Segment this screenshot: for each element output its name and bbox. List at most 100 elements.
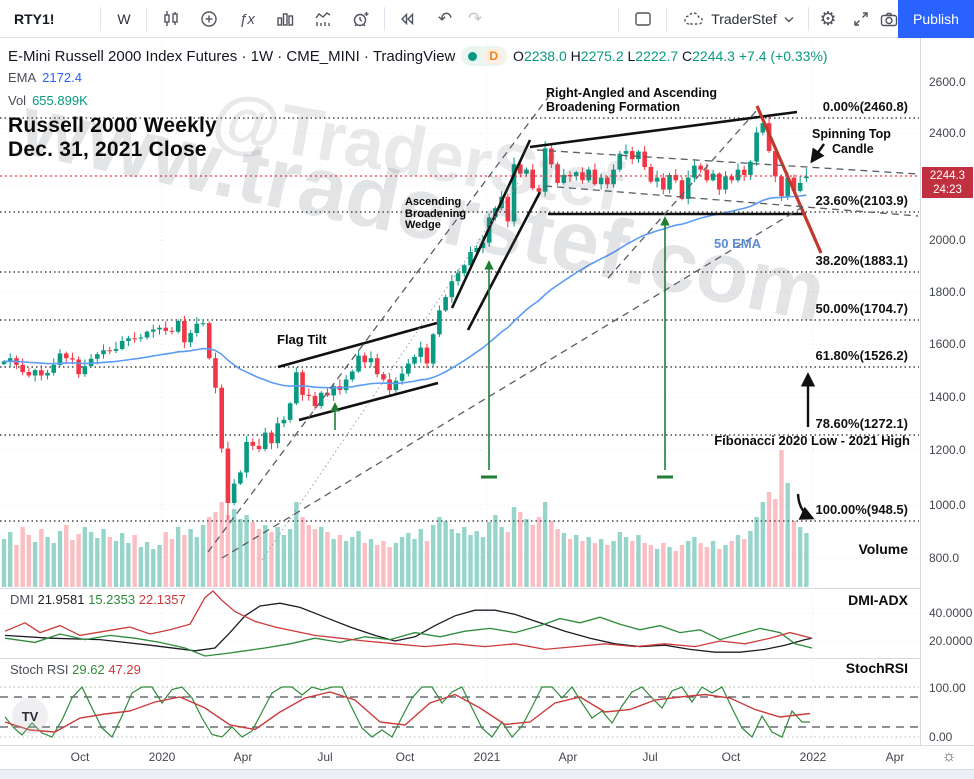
badge-price: 2244.3 [929, 170, 966, 182]
indicators-button[interactable]: ƒx [228, 0, 266, 38]
account-menu[interactable]: TraderStef [674, 0, 804, 38]
dashed-trend-line [544, 185, 919, 217]
trend-line [298, 381, 439, 422]
time-axis-label: Oct [395, 750, 415, 764]
trend-line [450, 139, 532, 309]
symbol-label: RTY1! [14, 11, 55, 27]
price-axis-label: 20.0000 [929, 634, 973, 648]
dmi-readout[interactable]: DMI 21.9581 15.2353 22.1357 [10, 592, 186, 607]
price-axis[interactable]: 2600.0 2400.0 2000.0 1800.0 1600.0 1400.0 1200… [921, 38, 974, 745]
fib-level-label[interactable]: 78.60%(1272.1) [815, 416, 908, 431]
stoch-pane-label: StochRSI [845, 660, 908, 676]
price-axis-label: 1000.0 [929, 498, 966, 512]
candles-icon [164, 11, 178, 26]
time-axis-label: 2021 [473, 750, 501, 764]
fib-level-label[interactable]: 23.60%(2103.9) [815, 193, 908, 208]
time-axis-label: 2022 [799, 750, 827, 764]
ema-line [3, 194, 807, 389]
chart-title-line2: Dec. 31, 2021 Close [8, 138, 207, 161]
fib-level-label[interactable]: 100.00%(948.5) [815, 502, 908, 517]
toolbar-separator [100, 7, 101, 31]
volume-bars-layer [1, 450, 809, 587]
pane-separator[interactable] [0, 658, 974, 659]
open-value: 2238.0 [523, 48, 567, 64]
drawings-layer[interactable] [207, 91, 919, 561]
compare-button[interactable] [190, 0, 228, 38]
stoch-readout[interactable]: Stoch RSI 29.62 47.29 [10, 662, 141, 677]
snapshot-button[interactable] [876, 0, 902, 38]
volume-value: 655.899K [32, 93, 88, 108]
symbol-header: E-Mini Russell 2000 Index Futures · 1W ·… [8, 46, 828, 66]
spinning-top-line2: Candle [832, 142, 874, 156]
fullscreen-button[interactable] [846, 0, 876, 38]
toolbar-separator [618, 7, 619, 31]
tradingview-logo[interactable]: TV [12, 698, 48, 734]
publish-button[interactable]: Publish [898, 0, 974, 38]
stoch-pane-layer [0, 685, 919, 738]
minus-di-value: 22.1357 [138, 592, 186, 607]
chart-canvas[interactable] [0, 38, 920, 745]
trend-line [529, 110, 798, 149]
theme-toggle-button[interactable]: ☼ [934, 746, 964, 768]
red-trend-line [755, 105, 823, 254]
toolbar-separator [146, 7, 147, 31]
time-axis[interactable]: Oct 2020 Apr Jul Oct 2021 Apr Jul Oct 2022 Apr [0, 746, 974, 768]
minus_di-line [4, 590, 813, 651]
price-axis-label: 1400.0 [929, 390, 966, 404]
flag-tilt-label: Flag Tilt [277, 332, 327, 347]
gear-icon: ⚙ [819, 8, 837, 30]
dashed-trend-line [221, 204, 807, 559]
price-axis-label: 1800.0 [929, 285, 966, 299]
symbol-button[interactable]: RTY1! [8, 0, 96, 38]
dmi-label: DMI [10, 592, 34, 607]
dashed-trend-line [207, 91, 553, 553]
interval-label: W [117, 11, 131, 27]
high-value: 2275.2 [580, 48, 624, 64]
chart-style-button[interactable] [152, 0, 190, 38]
price-axis-label: 2600.0 [929, 75, 966, 89]
alert-button[interactable] [342, 0, 380, 38]
templates-button[interactable] [266, 0, 304, 38]
camera-icon [880, 12, 898, 26]
dashed-trend-line [536, 149, 919, 175]
time-axis-border [0, 745, 974, 746]
fib-level-label[interactable]: 38.20%(1883.1) [815, 253, 908, 268]
badge-countdown: 24:23 [933, 184, 962, 196]
dashed-trend-line [607, 109, 758, 279]
ema-readout[interactable]: EMA 2172.4 [8, 70, 82, 85]
fib-level-label[interactable]: 0.00%(2460.8) [822, 99, 908, 114]
wedge-line2: Broadening [405, 207, 467, 220]
cloud-sync-icon [684, 12, 704, 25]
replay-button[interactable] [388, 0, 426, 38]
chart-title-line1: Russell 2000 Weekly [8, 114, 217, 137]
dotted-trend-line [261, 179, 521, 561]
rewind-icon [401, 12, 414, 26]
trend-line [277, 321, 438, 369]
undo-icon: ↶ [437, 9, 453, 28]
market-status-badge[interactable]: D [461, 46, 508, 66]
settings-button[interactable]: ⚙ [810, 0, 846, 38]
open-key: O [513, 48, 524, 64]
dmi-pane-layer [0, 590, 919, 657]
layout-square-icon [635, 12, 651, 26]
close-key: C [682, 48, 693, 64]
volume-readout[interactable]: Vol 655.899K [8, 93, 88, 108]
close-value: 2244.3 [692, 48, 735, 64]
change-value: +7.4 (+0.33%) [738, 48, 828, 64]
undo-button[interactable]: ↶ [428, 0, 462, 38]
price-axis-label: 800.0 [929, 551, 960, 565]
pane-separator[interactable] [0, 588, 974, 589]
price-axis-border [920, 38, 921, 768]
formation-line1: Right-Angled and Ascending [546, 86, 718, 100]
interval-button[interactable]: W [104, 0, 144, 38]
fib-level-label[interactable]: 61.80%(1526.2) [815, 348, 908, 363]
redo-button[interactable]: ↷ [458, 0, 492, 38]
adx-value: 21.9581 [37, 592, 85, 607]
low-key: L [627, 48, 636, 64]
layout-button[interactable] [624, 0, 662, 38]
forecast-button[interactable] [304, 0, 342, 38]
redo-icon: ↷ [467, 9, 483, 28]
stoch-d-line [4, 691, 811, 733]
top-toolbar: RTY1! W ƒx ↶ ↷ Trade [0, 0, 974, 38]
fib-level-label[interactable]: 50.00%(1704.7) [815, 301, 908, 316]
